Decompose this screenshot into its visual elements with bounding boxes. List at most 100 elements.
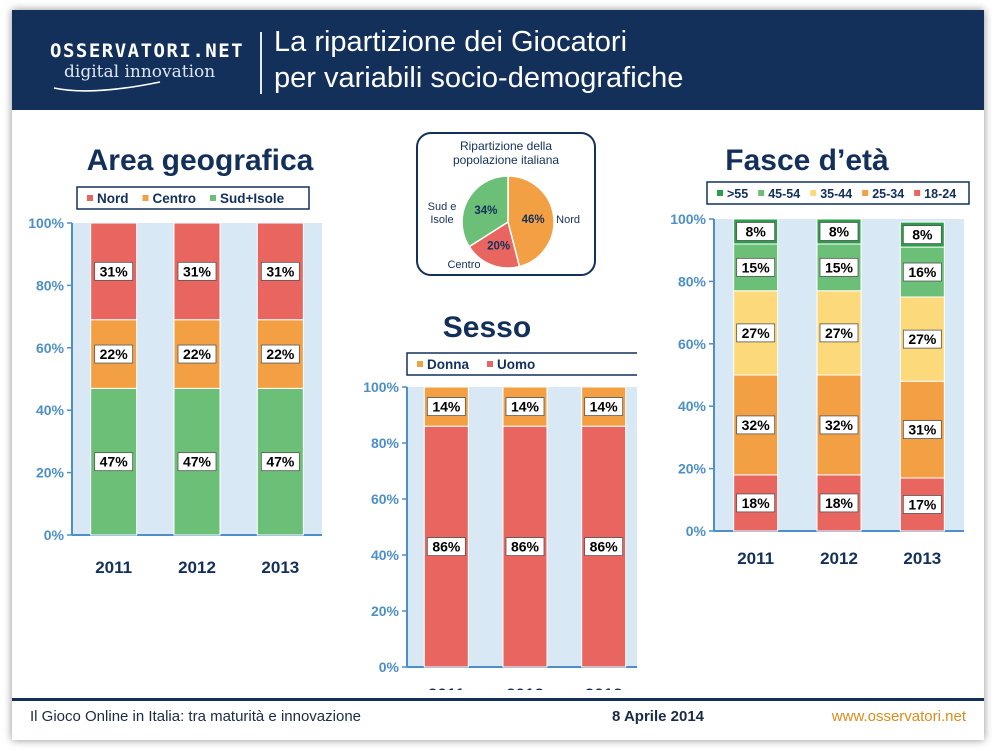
- legend-swatch-uomo: [487, 361, 493, 367]
- footer-title: Il Gioco Online in Italia: tra maturità …: [30, 708, 362, 725]
- legend-label-donna: Donna: [427, 357, 469, 372]
- legend-swatch-centro: [142, 195, 149, 201]
- pie-value-centro: 20%: [487, 241, 510, 253]
- header-bar: OSSERVATORI.NET digital innovation La ri…: [12, 10, 984, 110]
- data-label-uomo-2012: 86%: [511, 539, 540, 555]
- data-label-45-54-2011: 15%: [742, 259, 771, 275]
- y-tick-label: 0%: [44, 527, 65, 543]
- data-label-box: [736, 415, 776, 435]
- pie-value-sud-e-isole: 34%: [474, 205, 497, 217]
- data-label-55-2011: 8%: [746, 223, 767, 239]
- data-label-35-44-2011: 27%: [742, 325, 771, 341]
- y-tick-label: 60%: [36, 340, 65, 356]
- y-tick-label: 100%: [670, 211, 706, 227]
- data-label-donna-2011: 14%: [432, 399, 461, 415]
- legend-label-18-24: 18-24: [924, 187, 956, 201]
- data-label-box: [505, 537, 545, 557]
- data-label-box: [736, 257, 776, 277]
- footer-divider: [12, 698, 984, 701]
- data-label-centro-2011: 22%: [100, 346, 129, 362]
- data-label-18-24-2011: 18%: [742, 495, 771, 511]
- y-tick-label: 20%: [371, 603, 400, 619]
- pie-label-sud-e-isole: Sud e: [428, 201, 457, 213]
- data-label-box: [584, 537, 624, 557]
- data-label-25-34-2012: 32%: [825, 417, 854, 433]
- data-label-uomo-2011: 86%: [432, 539, 461, 555]
- data-label-box: [736, 493, 776, 513]
- y-tick-label: 80%: [36, 277, 65, 293]
- logo-swoosh-icon: [53, 81, 161, 92]
- legend-swatch-45-54: [758, 190, 765, 196]
- x-tick-label-2012: 2012: [178, 558, 216, 577]
- data-label-box: [736, 222, 776, 241]
- data-label-sud-isole-2011: 47%: [100, 454, 129, 470]
- y-tick-label: 100%: [28, 215, 64, 231]
- data-label-box: [177, 261, 217, 281]
- legend-label-centro: Centro: [153, 191, 197, 206]
- legend-swatch-25-34: [862, 190, 869, 196]
- data-label-55-2013: 8%: [912, 227, 933, 243]
- data-label-box: [736, 323, 776, 343]
- header-divider: [260, 32, 262, 94]
- footer-date: 8 Aprile 2014: [612, 708, 704, 725]
- legend-swatch-18-24: [914, 190, 921, 196]
- data-label-box: [177, 452, 217, 472]
- legend-label-35-44: 35-44: [820, 187, 852, 201]
- data-label-45-54-2013: 16%: [908, 264, 937, 280]
- data-label-35-44-2013: 27%: [908, 331, 937, 347]
- data-label-nord-2011: 31%: [100, 263, 129, 279]
- pie-slice-nord: [507, 175, 555, 268]
- data-label-box: [902, 225, 942, 244]
- y-tick-label: 80%: [371, 435, 400, 451]
- data-label-25-34-2013: 31%: [908, 422, 937, 438]
- y-tick-label: 60%: [678, 336, 707, 352]
- legend-box: [706, 181, 970, 205]
- page-title-line2: per variabili socio-demografiche: [274, 62, 684, 94]
- pie-label-nord: Nord: [556, 214, 580, 226]
- data-label-nord-2013: 31%: [266, 263, 295, 279]
- data-label-box: [819, 222, 859, 241]
- data-label-box: [819, 415, 859, 435]
- y-tick-label: 0%: [379, 659, 400, 675]
- x-tick-label-2013: 2013: [585, 685, 623, 690]
- data-label-55-2012: 8%: [829, 223, 850, 239]
- data-label-18-24-2013: 17%: [908, 496, 937, 512]
- chart-title: Sesso: [443, 311, 531, 344]
- data-label-18-24-2012: 18%: [825, 495, 854, 511]
- legend-swatch-35-44: [810, 190, 817, 196]
- data-label-box: [902, 329, 942, 349]
- footer-url[interactable]: www.osservatori.net: [831, 708, 966, 725]
- data-label-centro-2012: 22%: [183, 346, 212, 362]
- y-tick-label: 60%: [371, 491, 400, 507]
- data-label-box: [819, 493, 859, 513]
- data-label-box: [902, 420, 942, 440]
- data-label-sud-isole-2013: 47%: [266, 454, 295, 470]
- data-label-uomo-2013: 86%: [590, 539, 619, 555]
- page-title-line1: La ripartizione dei Giocatori: [274, 26, 628, 58]
- legend-label-uomo: Uomo: [497, 357, 535, 372]
- y-tick-label: 20%: [36, 465, 65, 481]
- x-tick-label-2011: 2011: [737, 549, 774, 568]
- legend-box: [76, 186, 310, 210]
- chart-fasce-eta: Fasce d’età >55 45-54 35-44 25-34 18-24 0% 20% 4…: [670, 144, 970, 568]
- data-label-box: [505, 397, 545, 416]
- y-tick-label: 40%: [371, 547, 400, 563]
- chart-title: Area geografica: [87, 144, 314, 177]
- data-label-box: [260, 344, 300, 364]
- legend-label-55: >55: [727, 187, 748, 201]
- pie-slice-centro: [468, 220, 521, 269]
- legend-label-45-54: 45-54: [768, 187, 800, 201]
- pie-slice-sud-e-isole: [461, 175, 509, 248]
- x-tick-label-2013: 2013: [903, 549, 941, 568]
- legend-swatch-nord: [87, 195, 93, 201]
- legend-label-nord: Nord: [97, 191, 129, 206]
- data-label-box: [584, 397, 624, 416]
- data-label-45-54-2012: 15%: [825, 259, 854, 275]
- logo-top-text: OSSERVATORI.NET: [50, 40, 245, 62]
- data-label-centro-2013: 22%: [266, 346, 295, 362]
- legend-label-sud-isole: Sud+Isole: [220, 191, 285, 206]
- data-label-box: [260, 452, 300, 472]
- x-tick-label-2011: 2011: [95, 558, 132, 577]
- y-tick-label: 0%: [686, 523, 707, 539]
